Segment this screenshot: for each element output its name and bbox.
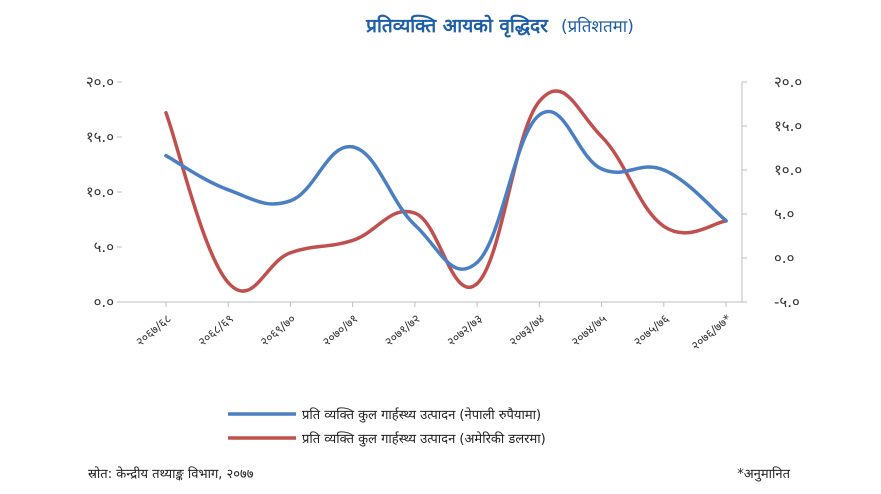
left-tick-label: २०.० bbox=[86, 73, 114, 91]
data-point-npr bbox=[599, 167, 604, 171]
data-point-usd bbox=[475, 281, 479, 286]
data-point-npr bbox=[724, 219, 728, 223]
x-tick-label: २०६९/७० bbox=[258, 312, 299, 349]
x-tick-label: २०६८/६९ bbox=[195, 312, 236, 349]
data-point-usd bbox=[226, 281, 230, 285]
left-tick-label: ०.० bbox=[94, 293, 114, 311]
x-tick-label: २०७३/७४ bbox=[506, 312, 547, 349]
left-tick-label: १५.० bbox=[86, 128, 114, 146]
x-tick-label: २०७२/७३ bbox=[444, 312, 485, 349]
data-point-usd bbox=[288, 251, 293, 255]
data-point-usd bbox=[662, 224, 666, 228]
data-point-npr bbox=[662, 168, 666, 172]
data-point-npr bbox=[226, 188, 230, 192]
right-tick-label: ५.० bbox=[774, 205, 794, 223]
chart-title-group: प्रतिव्यक्ति आयको वृद्धिदर (प्रतिशतमा) bbox=[365, 14, 634, 38]
data-point-npr bbox=[537, 113, 541, 117]
data-point-usd bbox=[351, 238, 355, 242]
x-tick-label: २०७४/७५ bbox=[569, 312, 610, 349]
right-axis-ticks: -५.० ०.० ५.० १०.० १५.० २०.० bbox=[742, 73, 802, 311]
x-tick-label: २०७६/७७* bbox=[689, 312, 734, 353]
left-tick-label: १०.० bbox=[86, 183, 114, 201]
legend: प्रति व्यक्ति कुल गार्हस्थ्य उत्पादन (ने… bbox=[228, 407, 546, 447]
source-note: स्रोत: केन्द्रीय तथ्याङ्क विभाग, २०७७ bbox=[88, 466, 254, 482]
right-tick-label: १५.० bbox=[774, 117, 802, 135]
left-tick-label: ५.० bbox=[94, 238, 114, 256]
data-point-npr bbox=[413, 223, 417, 227]
x-tick-label: २०७५/७६ bbox=[631, 312, 672, 349]
data-point-usd bbox=[164, 111, 168, 115]
right-tick-label: २०.० bbox=[774, 73, 802, 91]
data-point-usd bbox=[537, 99, 541, 103]
series-line-usd bbox=[164, 89, 728, 293]
chart-title: प्रतिव्यक्ति आयको वृद्धिदर bbox=[365, 14, 549, 38]
data-point-npr bbox=[164, 154, 168, 158]
right-tick-label: -५.० bbox=[774, 293, 800, 311]
x-tick-label: २०७०/७१ bbox=[320, 312, 361, 349]
left-axis-ticks: ०.० ५.० १०.० १५.० २०.० bbox=[86, 73, 122, 311]
right-tick-label: ०.० bbox=[774, 249, 794, 267]
data-point-usd bbox=[413, 211, 417, 215]
data-point-usd bbox=[599, 134, 604, 139]
data-point-npr bbox=[288, 199, 293, 203]
data-point-npr bbox=[475, 260, 479, 264]
x-tick-label: २०६७/६८ bbox=[133, 312, 174, 349]
x-tick-label: २०७१/७२ bbox=[382, 312, 423, 349]
chart-subtitle: (प्रतिशतमा) bbox=[561, 16, 634, 37]
series-line-npr bbox=[164, 109, 728, 271]
data-point-npr bbox=[351, 145, 355, 149]
right-tick-label: १०.० bbox=[774, 161, 802, 179]
estimate-note: *अनुमानित bbox=[737, 466, 790, 482]
x-axis-ticks: २०६७/६८ २०६८/६९ २०६९/७० २०७०/७१ २०७१/७२ २०७२/… bbox=[133, 302, 734, 353]
legend-label-blue: प्रति व्यक्ति कुल गार्हस्थ्य उत्पादन (ने… bbox=[302, 407, 541, 423]
series-layer bbox=[164, 89, 728, 293]
legend-label-red: प्रति व्यक्ति कुल गार्हस्थ्य उत्पादन (अम… bbox=[302, 431, 546, 447]
